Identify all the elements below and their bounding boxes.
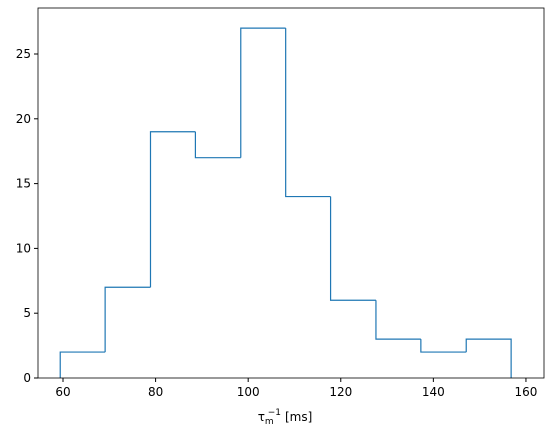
x-tick-label: 60 [55,385,70,399]
x-tick-label: 80 [148,385,163,399]
histogram-step [59,351,106,378]
histogram-step [104,286,151,353]
histogram-step [329,196,376,301]
label-sub: m [265,417,274,427]
x-tick-label: 140 [422,385,445,399]
y-tick-label: 25 [16,47,31,61]
histogram-step [194,131,241,159]
histogram-step [465,338,512,378]
label-symbol: τ [258,410,265,424]
histogram-step [420,339,467,353]
label-unit: [ms] [285,410,312,424]
plot-frame [37,7,545,379]
histogram-step [285,28,331,198]
histogram-step [149,131,196,288]
x-axis-label: τm−1 [ms] [258,408,313,427]
y-tick-label: 0 [23,371,31,385]
y-tick-label: 15 [16,177,31,191]
histogram-step [375,300,421,340]
label-sup: −1 [268,408,281,418]
x-tick-label: 160 [514,385,537,399]
y-tick-label: 10 [16,241,31,255]
x-tick-label: 100 [237,385,260,399]
y-tick-label: 5 [23,306,31,320]
histogram-step [240,27,286,158]
y-tick-label: 20 [16,112,31,126]
x-tick-label: 120 [329,385,352,399]
